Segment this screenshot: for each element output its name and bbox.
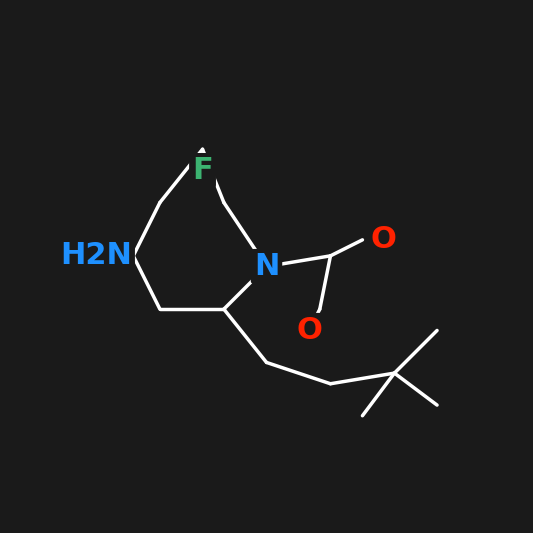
Text: N: N <box>254 252 279 281</box>
Text: O: O <box>296 316 322 345</box>
Text: H2N: H2N <box>60 241 132 270</box>
Text: F: F <box>192 156 213 185</box>
Text: O: O <box>371 225 397 254</box>
